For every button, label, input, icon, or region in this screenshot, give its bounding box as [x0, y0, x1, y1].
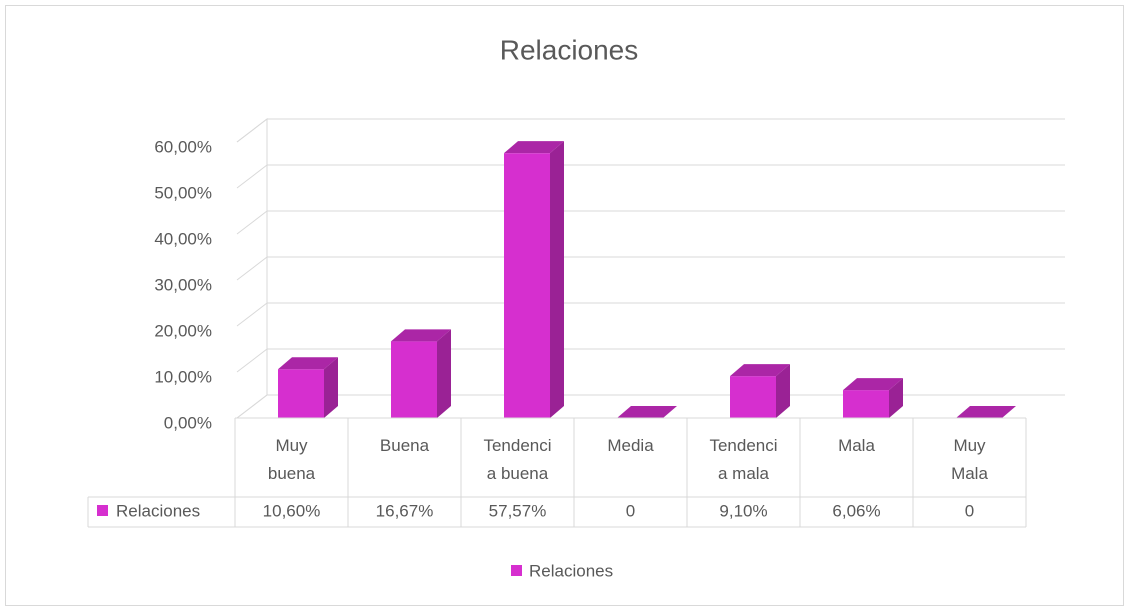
data-table-value: 0 — [965, 501, 974, 520]
x-tick-text: Media — [607, 436, 654, 455]
data-table-value: 16,67% — [376, 501, 434, 520]
grid-line — [236, 256, 268, 281]
x-tick-label: Media — [574, 432, 687, 460]
data-table-value: 6,06% — [832, 501, 880, 520]
bar-side — [437, 329, 451, 418]
x-tick-text: Muy Mala — [951, 436, 988, 483]
bar-top — [504, 141, 564, 154]
bar — [843, 390, 889, 418]
grid-line — [236, 348, 268, 373]
bar-top — [730, 364, 790, 377]
legend-key — [511, 565, 522, 576]
table-series-name: Relaciones — [116, 501, 200, 520]
bar — [730, 376, 776, 418]
data-table-value: 10,60% — [263, 501, 321, 520]
grid-line — [236, 210, 268, 235]
bar-side — [776, 364, 790, 418]
x-tick-text: Mala — [838, 436, 875, 455]
x-tick-label: Tendencia buena — [461, 432, 574, 488]
x-tick-text: Tendencia buena — [483, 436, 552, 483]
grid-line — [236, 164, 268, 189]
x-tick-text: Buena — [379, 436, 430, 455]
x-tick-label: Buena — [348, 432, 461, 460]
x-tick-label: Muy buena — [235, 432, 348, 488]
x-tick-text: Muy buena — [267, 436, 316, 483]
y-tick-label: 40,00% — [154, 229, 212, 248]
grid-line — [236, 394, 268, 419]
bar — [278, 369, 324, 418]
bar-top — [956, 406, 1016, 418]
bar-side — [324, 357, 338, 418]
x-tick-label: Tendencia mala — [687, 432, 800, 488]
y-tick-label: 0,00% — [164, 413, 212, 432]
table-legend-key — [97, 505, 108, 516]
data-table-value: 0 — [626, 501, 635, 520]
x-tick-label: Muy Mala — [913, 432, 1026, 488]
bar — [504, 153, 550, 419]
bar-top — [278, 357, 338, 370]
bar-side — [889, 378, 903, 418]
bar-top — [617, 406, 677, 418]
data-table-value: 9,10% — [719, 501, 767, 520]
bar — [391, 341, 437, 418]
y-tick-label: 50,00% — [154, 183, 212, 202]
chart-frame — [5, 5, 1124, 606]
y-tick-label: 30,00% — [154, 275, 212, 294]
data-table-value: 57,57% — [489, 501, 547, 520]
grid-line — [236, 118, 268, 143]
x-tick-label: Mala — [800, 432, 913, 460]
bar-side — [550, 141, 564, 419]
y-tick-label: 20,00% — [154, 321, 212, 340]
chart-title: Relaciones — [500, 34, 639, 65]
y-tick-label: 60,00% — [154, 137, 212, 156]
x-tick-text: Tendencia mala — [709, 436, 778, 483]
grid-line — [236, 302, 268, 327]
legend-label: Relaciones — [529, 561, 613, 580]
y-tick-label: 10,00% — [154, 367, 212, 386]
bar-top — [843, 378, 903, 391]
bar-top — [391, 329, 451, 342]
